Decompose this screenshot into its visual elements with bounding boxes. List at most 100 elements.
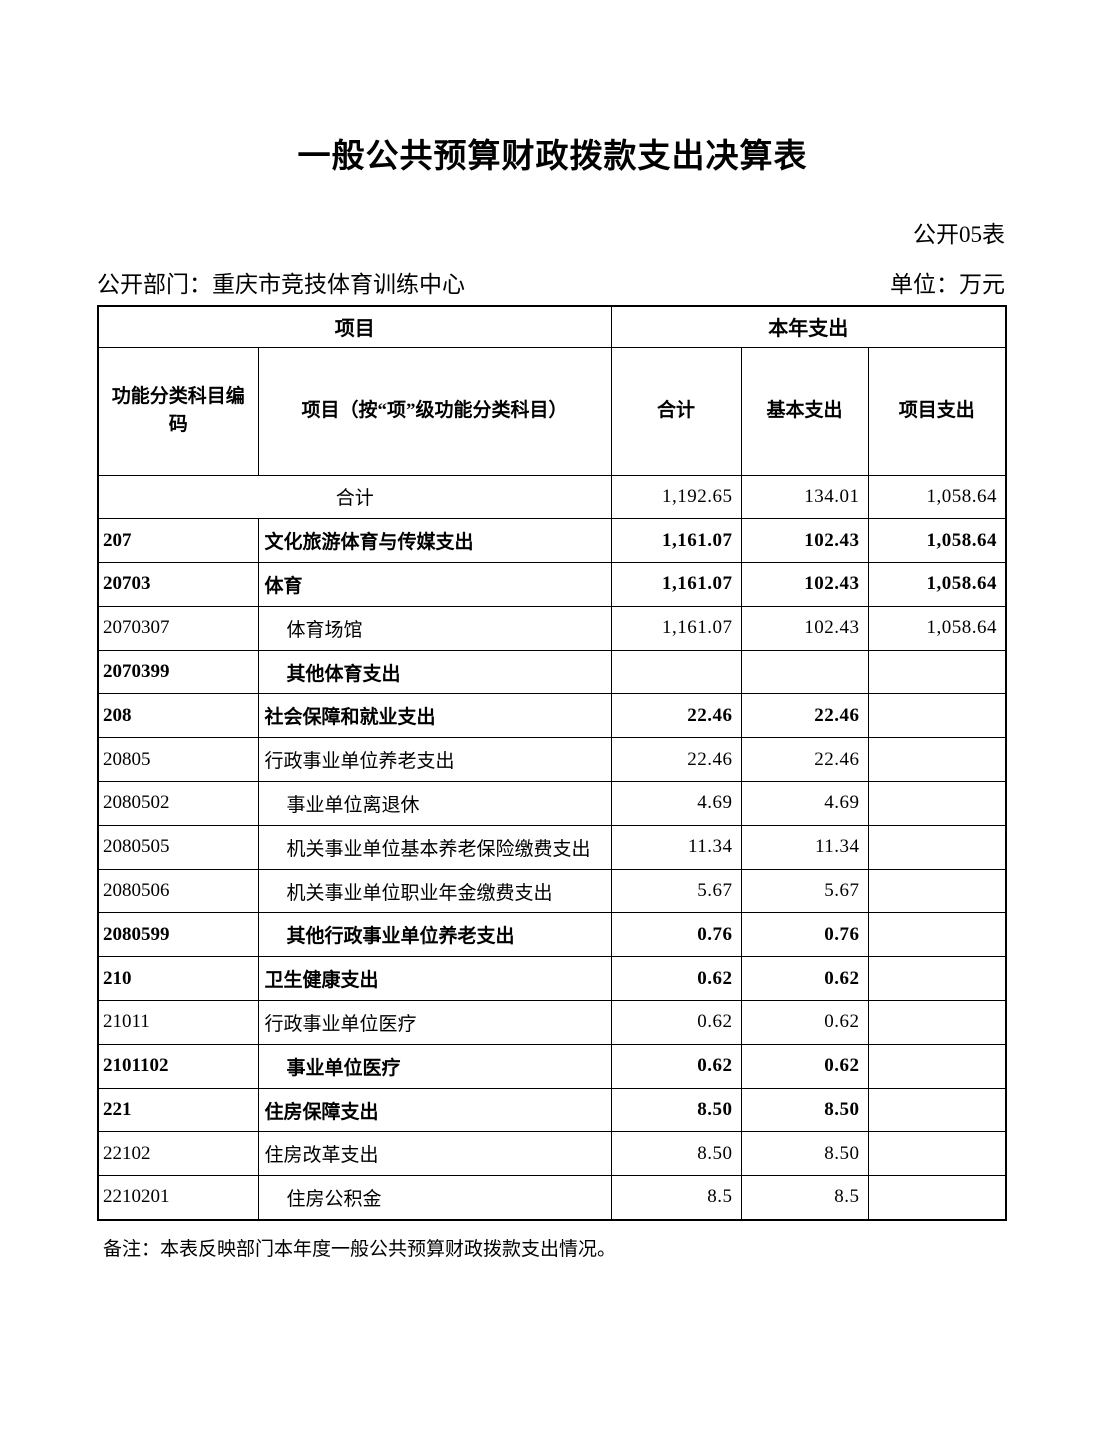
page-title: 一般公共预算财政拨款支出决算表 [297, 137, 808, 174]
cell-basic-expense: 22.46 [740, 737, 869, 783]
cell-total: 0.76 [610, 912, 742, 958]
cell-basic-expense: 102.43 [740, 562, 869, 607]
header-year-expense-group: 本年支出 [610, 305, 1007, 348]
header-project-group: 项目 [97, 305, 612, 348]
cell-basic-expense: 8.5 [740, 1175, 869, 1221]
cell-total: 0.62 [610, 956, 742, 1002]
cell-total: 0.62 [610, 1000, 742, 1045]
table-row: 2080505 机关事业单位基本养老保险缴费支出 11.34 11.34 [97, 824, 1007, 870]
cell-project-expense: 1,058.64 [867, 562, 1007, 607]
grand-total-label: 合计 [97, 474, 612, 520]
cell-total: 22.46 [610, 693, 742, 739]
table-row: 20703 体育 1,161.07 102.43 1,058.64 [97, 562, 1007, 607]
cell-project-expense: 1,058.64 [867, 605, 1007, 651]
header-column-row: 功能分类科目编码 项目（按“项”级功能分类科目） 合计 基本支出 项目支出 [97, 346, 1007, 476]
cell-project-expense [867, 956, 1007, 1002]
table-row: 2210201 住房公积金 8.5 8.5 [97, 1175, 1007, 1221]
cell-item-name: 体育场馆 [257, 605, 612, 651]
cell-project-expense [867, 1000, 1007, 1045]
cell-project-expense [867, 1043, 1007, 1089]
cell-function-code: 2080505 [97, 824, 259, 870]
cell-function-code: 2080599 [97, 912, 259, 958]
cell-basic-expense: 102.43 [740, 605, 869, 651]
cell-function-code: 20805 [97, 737, 259, 783]
table-row: 2101102 事业单位医疗 0.62 0.62 [97, 1043, 1007, 1089]
cell-function-code: 207 [97, 518, 259, 564]
cell-function-code: 2070307 [97, 605, 259, 651]
cell-item-name: 住房公积金 [257, 1175, 612, 1221]
cell-function-code: 21011 [97, 1000, 259, 1045]
cell-function-code: 22102 [97, 1131, 259, 1177]
cell-project-expense [867, 868, 1007, 914]
department-label: 公开部门：重庆市竞技体育训练中心 [97, 272, 465, 297]
cell-basic-expense: 0.76 [740, 912, 869, 958]
table-body: 合计 1,192.65 134.01 1,058.64 207 文化旅游体育与传… [97, 474, 1007, 1221]
table-row: 210 卫生健康支出 0.62 0.62 [97, 956, 1007, 1002]
header-total-column: 合计 [610, 346, 742, 476]
cell-total: 1,161.07 [610, 562, 742, 607]
cell-function-code: 208 [97, 693, 259, 739]
cell-total: 8.50 [610, 1131, 742, 1177]
table-row: 2080599 其他行政事业单位养老支出 0.76 0.76 [97, 912, 1007, 958]
cell-function-code: 2080502 [97, 781, 259, 826]
cell-function-code: 221 [97, 1087, 259, 1133]
form-code: 公开05表 [913, 222, 1005, 247]
table-row-grand-total: 合计 1,192.65 134.01 1,058.64 [97, 474, 1007, 520]
cell-total: 0.62 [610, 1043, 742, 1089]
cell-total: 8.50 [610, 1087, 742, 1133]
table-row: 2080506 机关事业单位职业年金缴费支出 5.67 5.67 [97, 868, 1007, 914]
cell-total [610, 649, 742, 695]
cell-item-name: 机关事业单位职业年金缴费支出 [257, 868, 612, 914]
cell-total: 1,161.07 [610, 605, 742, 651]
cell-function-code: 2080506 [97, 868, 259, 914]
meta-line: 公开部门：重庆市竞技体育训练中心 单位：万元 [97, 270, 1005, 300]
cell-function-code: 2210201 [97, 1175, 259, 1221]
cell-function-code: 2101102 [97, 1043, 259, 1089]
table-row: 221 住房保障支出 8.50 8.50 [97, 1087, 1007, 1133]
cell-basic-expense: 4.69 [740, 781, 869, 826]
cell-basic-expense: 22.46 [740, 693, 869, 739]
cell-basic-expense: 0.62 [740, 956, 869, 1002]
cell-function-code: 210 [97, 956, 259, 1002]
cell-total: 4.69 [610, 781, 742, 826]
cell-item-name: 机关事业单位基本养老保险缴费支出 [257, 824, 612, 870]
grand-total-basic: 134.01 [740, 474, 869, 520]
cell-project-expense [867, 912, 1007, 958]
note: 备注：本表反映部门本年度一般公共预算财政拨款支出情况。 [103, 1238, 617, 1260]
table-row: 2080502 事业单位离退休 4.69 4.69 [97, 781, 1007, 826]
header-project-column: 项目支出 [867, 346, 1007, 476]
header-code-column: 功能分类科目编码 [97, 346, 259, 476]
cell-project-expense [867, 649, 1007, 695]
cell-project-expense [867, 737, 1007, 783]
cell-project-expense [867, 1131, 1007, 1177]
cell-project-expense [867, 824, 1007, 870]
cell-function-code: 2070399 [97, 649, 259, 695]
cell-item-name: 社会保障和就业支出 [257, 693, 612, 739]
cell-item-name: 住房保障支出 [257, 1087, 612, 1133]
header-group-row: 项目 本年支出 [97, 305, 1007, 348]
cell-total: 22.46 [610, 737, 742, 783]
cell-item-name: 其他体育支出 [257, 649, 612, 695]
grand-total-project: 1,058.64 [867, 474, 1007, 520]
table-row: 21011 行政事业单位医疗 0.62 0.62 [97, 1000, 1007, 1045]
grand-total-sum: 1,192.65 [610, 474, 742, 520]
cell-basic-expense [740, 649, 869, 695]
cell-item-name: 事业单位离退休 [257, 781, 612, 826]
cell-total: 11.34 [610, 824, 742, 870]
cell-item-name: 其他行政事业单位养老支出 [257, 912, 612, 958]
table-row: 208 社会保障和就业支出 22.46 22.46 [97, 693, 1007, 739]
header-item-column: 项目（按“项”级功能分类科目） [257, 346, 612, 476]
cell-basic-expense: 0.62 [740, 1000, 869, 1045]
cell-basic-expense: 11.34 [740, 824, 869, 870]
expenditure-table: 项目 本年支出 功能分类科目编码 项目（按“项”级功能分类科目） 合计 基本支出… [97, 305, 1008, 1221]
cell-total: 8.5 [610, 1175, 742, 1221]
cell-item-name: 住房改革支出 [257, 1131, 612, 1177]
cell-item-name: 体育 [257, 562, 612, 607]
cell-basic-expense: 8.50 [740, 1087, 869, 1133]
cell-basic-expense: 102.43 [740, 518, 869, 564]
table-row: 20805 行政事业单位养老支出 22.46 22.46 [97, 737, 1007, 783]
cell-item-name: 行政事业单位养老支出 [257, 737, 612, 783]
cell-project-expense [867, 781, 1007, 826]
cell-total: 5.67 [610, 868, 742, 914]
